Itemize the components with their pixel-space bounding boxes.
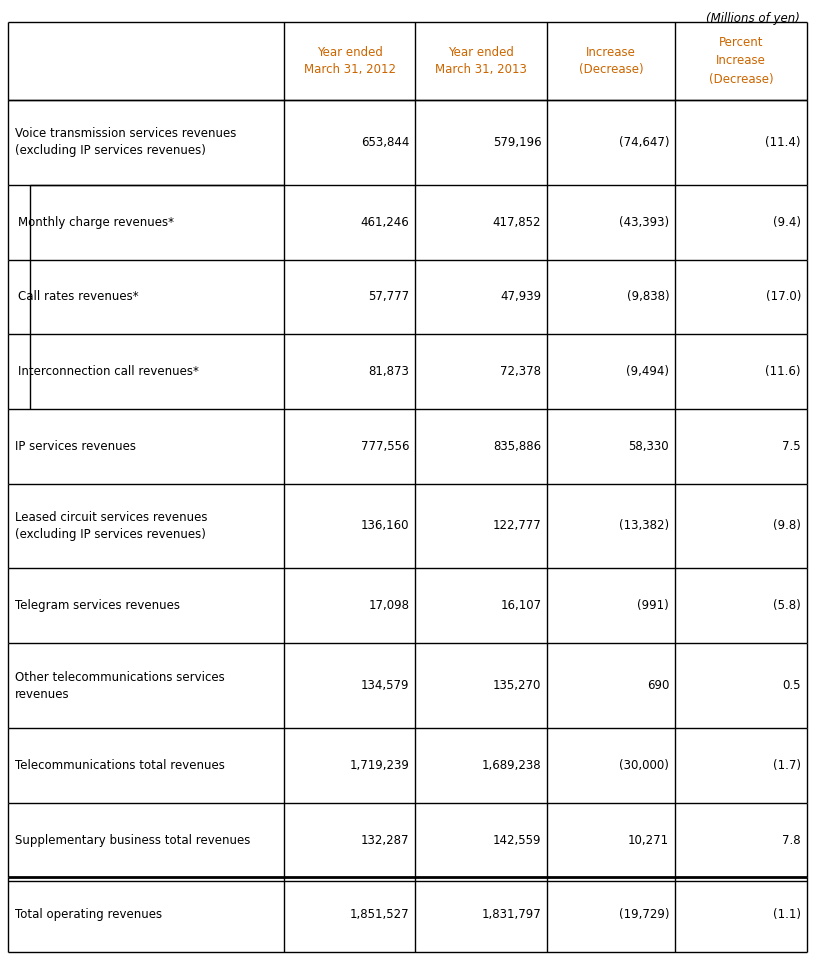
Text: 135,270: 135,270	[493, 679, 541, 692]
Text: Percent
Increase
(Decrease): Percent Increase (Decrease)	[709, 36, 773, 85]
Text: 835,886: 835,886	[493, 440, 541, 453]
Text: 0.5: 0.5	[782, 679, 801, 692]
Text: 7.5: 7.5	[782, 440, 801, 453]
Text: 1,831,797: 1,831,797	[482, 908, 541, 922]
Text: 1,719,239: 1,719,239	[350, 759, 409, 772]
Text: Telegram services revenues: Telegram services revenues	[15, 599, 180, 612]
Text: (1.1): (1.1)	[773, 908, 801, 922]
Text: Monthly charge revenues*: Monthly charge revenues*	[18, 216, 174, 228]
Text: Year ended
March 31, 2013: Year ended March 31, 2013	[435, 45, 527, 77]
Text: 461,246: 461,246	[361, 216, 409, 228]
Text: (Millions of yen): (Millions of yen)	[706, 12, 800, 25]
Text: Other telecommunications services
revenues: Other telecommunications services revenu…	[15, 671, 225, 701]
Text: 58,330: 58,330	[628, 440, 669, 453]
Text: 417,852: 417,852	[493, 216, 541, 228]
Text: Telecommunications total revenues: Telecommunications total revenues	[15, 759, 225, 772]
Text: 1,689,238: 1,689,238	[482, 759, 541, 772]
Text: Supplementary business total revenues: Supplementary business total revenues	[15, 833, 250, 847]
Text: Year ended
March 31, 2012: Year ended March 31, 2012	[303, 45, 395, 77]
Text: (17.0): (17.0)	[765, 291, 801, 303]
Text: (9,838): (9,838)	[627, 291, 669, 303]
Text: 72,378: 72,378	[500, 365, 541, 378]
Text: 134,579: 134,579	[361, 679, 409, 692]
Text: (11.6): (11.6)	[765, 365, 801, 378]
Text: (9.4): (9.4)	[773, 216, 801, 228]
Text: (991): (991)	[637, 599, 669, 612]
Text: (1.7): (1.7)	[773, 759, 801, 772]
Text: (30,000): (30,000)	[619, 759, 669, 772]
Text: 132,287: 132,287	[361, 833, 409, 847]
Text: Call rates revenues*: Call rates revenues*	[18, 291, 139, 303]
Text: 122,777: 122,777	[492, 519, 541, 533]
Text: 142,559: 142,559	[493, 833, 541, 847]
Text: Increase
(Decrease): Increase (Decrease)	[579, 45, 644, 77]
Text: Total operating revenues: Total operating revenues	[15, 908, 162, 922]
Text: 7.8: 7.8	[782, 833, 801, 847]
Text: 653,844: 653,844	[361, 136, 409, 149]
Text: 136,160: 136,160	[361, 519, 409, 533]
Text: 10,271: 10,271	[628, 833, 669, 847]
Text: 47,939: 47,939	[500, 291, 541, 303]
Text: (43,393): (43,393)	[619, 216, 669, 228]
Text: (74,647): (74,647)	[619, 136, 669, 149]
Text: (9,494): (9,494)	[626, 365, 669, 378]
Text: 777,556: 777,556	[361, 440, 409, 453]
Text: (13,382): (13,382)	[619, 519, 669, 533]
Text: 81,873: 81,873	[368, 365, 409, 378]
Text: 17,098: 17,098	[368, 599, 409, 612]
Text: IP services revenues: IP services revenues	[15, 440, 136, 453]
Text: Leased circuit services revenues
(excluding IP services revenues): Leased circuit services revenues (exclud…	[15, 511, 208, 541]
Text: (5.8): (5.8)	[773, 599, 801, 612]
Text: 16,107: 16,107	[500, 599, 541, 612]
Text: 1,851,527: 1,851,527	[350, 908, 409, 922]
Text: (11.4): (11.4)	[765, 136, 801, 149]
Text: 690: 690	[647, 679, 669, 692]
Text: Interconnection call revenues*: Interconnection call revenues*	[18, 365, 199, 378]
Text: (9.8): (9.8)	[773, 519, 801, 533]
Text: 57,777: 57,777	[368, 291, 409, 303]
Text: 579,196: 579,196	[493, 136, 541, 149]
Text: (19,729): (19,729)	[619, 908, 669, 922]
Text: Voice transmission services revenues
(excluding IP services revenues): Voice transmission services revenues (ex…	[15, 128, 236, 157]
